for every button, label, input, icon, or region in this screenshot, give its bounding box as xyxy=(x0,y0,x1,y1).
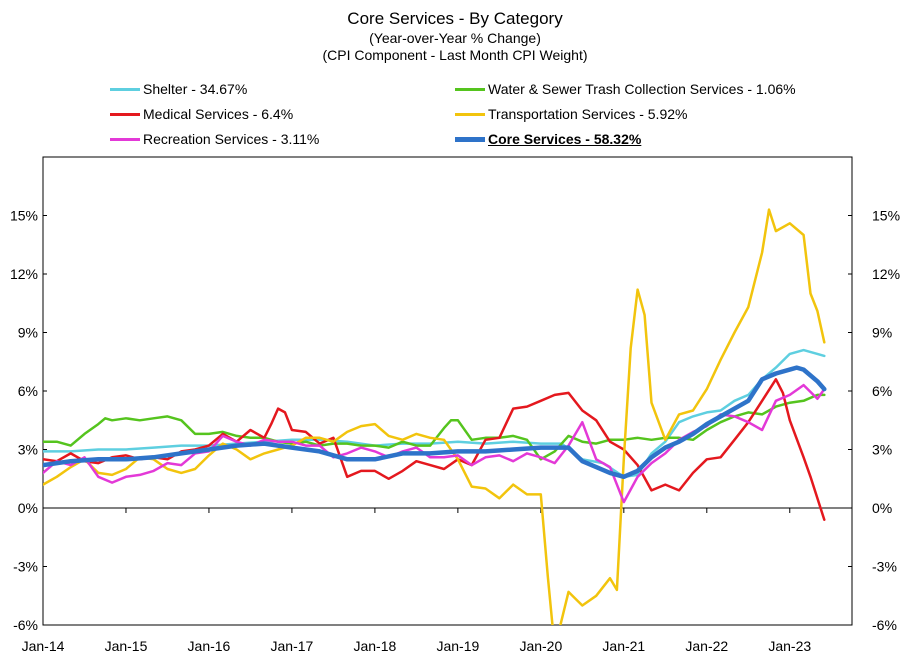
x-tick-label: Jan-22 xyxy=(685,638,728,654)
title-block: Core Services - By Category (Year-over-Y… xyxy=(0,8,910,64)
y-tick-label-left: 0% xyxy=(18,500,38,516)
legend-label-recreation: Recreation Services - 3.11% xyxy=(143,131,320,147)
series-line-5 xyxy=(43,365,827,480)
y-tick-label-right: 15% xyxy=(872,208,900,224)
x-tick-label: Jan-14 xyxy=(22,638,65,654)
legend-item-transportation[interactable]: Transportation Services - 5.92% xyxy=(455,105,687,123)
y-tick-label-right: -3% xyxy=(872,559,897,575)
legend-item-shelter[interactable]: Shelter - 34.67% xyxy=(110,80,247,98)
series-line-1 xyxy=(43,393,826,461)
y-tick-label-right: 6% xyxy=(872,383,892,399)
legend-label-core-services: Core Services - 58.32% xyxy=(488,131,642,147)
series-line-2 xyxy=(43,378,826,521)
y-tick-label-left: -3% xyxy=(13,559,38,575)
y-tick-label-right: 3% xyxy=(872,442,892,458)
y-tick-label-left: 15% xyxy=(10,208,38,224)
legend-item-water-sewer[interactable]: Water & Sewer Trash Collection Services … xyxy=(455,80,796,98)
chart-title: Core Services - By Category xyxy=(347,9,563,28)
x-tick-label: Jan-16 xyxy=(188,638,231,654)
legend-label-transportation: Transportation Services - 5.92% xyxy=(488,106,688,122)
legend-swatch-recreation xyxy=(110,137,140,141)
chart-subtitle-2: (CPI Component - Last Month CPI Weight) xyxy=(322,47,588,63)
y-tick-label-right: 12% xyxy=(872,266,900,282)
y-tick-label-left: 3% xyxy=(18,442,38,458)
legend-label-shelter: Shelter - 34.67% xyxy=(143,81,248,97)
y-tick-label-left: 6% xyxy=(18,383,38,399)
legend-swatch-water-sewer xyxy=(455,87,485,91)
legend-swatch-core-services xyxy=(455,136,485,142)
legend-item-recreation[interactable]: Recreation Services - 3.11% xyxy=(110,130,319,148)
y-tick-label-right: 0% xyxy=(872,500,892,516)
x-tick-label: Jan-17 xyxy=(271,638,314,654)
y-tick-label-left: 9% xyxy=(18,325,38,341)
legend-item-medical[interactable]: Medical Services - 6.4% xyxy=(110,105,293,123)
x-tick-label: Jan-15 xyxy=(105,638,148,654)
x-tick-label: Jan-21 xyxy=(602,638,645,654)
legend-label-medical: Medical Services - 6.4% xyxy=(143,106,294,122)
y-tick-label-left: -6% xyxy=(13,617,38,633)
y-tick-label-left: 12% xyxy=(10,266,38,282)
plot-frame xyxy=(42,156,853,626)
legend-item-core-services[interactable]: Core Services - 58.32% xyxy=(455,130,641,148)
legend-swatch-medical xyxy=(110,112,140,116)
x-tick-label: Jan-18 xyxy=(353,638,396,654)
legend: Shelter - 34.67% Water & Sewer Trash Col… xyxy=(0,78,910,154)
legend-label-water-sewer: Water & Sewer Trash Collection Services … xyxy=(488,81,796,97)
series-line-3 xyxy=(43,208,826,625)
y-tick-label-right: 9% xyxy=(872,325,892,341)
x-tick-label: Jan-19 xyxy=(436,638,479,654)
y-tick-label-right: -6% xyxy=(872,617,897,633)
legend-swatch-transportation xyxy=(455,112,485,116)
chart-subtitle-1: (Year-over-Year % Change) xyxy=(369,30,541,46)
legend-swatch-shelter xyxy=(110,87,140,91)
x-tick-label: Jan-23 xyxy=(768,638,811,654)
x-tick-label: Jan-20 xyxy=(519,638,562,654)
